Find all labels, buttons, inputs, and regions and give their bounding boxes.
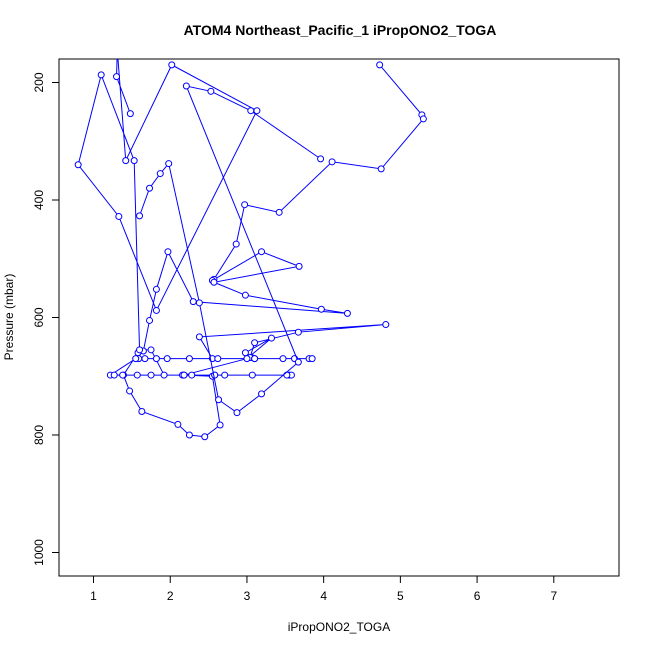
data-point: [317, 155, 325, 163]
x-tick-label: 2: [167, 589, 174, 603]
data-point: [377, 165, 385, 173]
x-axis: 1 2 3 4 5 6 7: [90, 576, 557, 603]
series-group: [74, 47, 427, 441]
x-tick-label: 5: [397, 589, 404, 603]
data-point: [207, 87, 215, 95]
data-point: [189, 298, 197, 306]
data-point: [136, 346, 144, 354]
data-point: [152, 306, 160, 314]
data-point: [328, 158, 336, 166]
series-2: [136, 82, 325, 417]
data-point: [419, 115, 427, 123]
data-point: [221, 371, 229, 379]
data-point: [147, 371, 155, 379]
data-point: [180, 371, 188, 379]
data-point: [308, 355, 316, 363]
data-point: [343, 309, 351, 317]
data-point: [185, 431, 193, 439]
data-point: [201, 433, 209, 441]
data-point: [74, 161, 82, 169]
x-tick-label: 7: [550, 589, 557, 603]
data-point: [163, 355, 171, 363]
data-point: [115, 212, 123, 220]
data-point: [376, 61, 384, 69]
data-point: [164, 248, 172, 256]
data-point: [241, 291, 249, 299]
x-tick-label: 6: [474, 589, 481, 603]
data-point: [174, 420, 182, 428]
x-axis-label: iPropONO2_TOGA: [288, 620, 390, 634]
data-point: [258, 248, 266, 256]
data-point: [146, 184, 154, 192]
data-point: [138, 408, 146, 415]
data-point: [156, 170, 164, 178]
y-tick-label: 1000: [32, 539, 46, 566]
data-point: [253, 107, 261, 115]
data-point: [317, 305, 325, 313]
data-point: [182, 82, 190, 90]
data-point: [188, 371, 196, 379]
data-point: [97, 71, 105, 79]
plot-frame: [58, 58, 620, 577]
data-point: [114, 47, 120, 53]
data-point: [214, 355, 222, 363]
data-point: [216, 421, 224, 429]
data-point: [130, 157, 138, 165]
data-point: [258, 390, 266, 398]
data-point: [279, 355, 287, 363]
data-point: [232, 240, 240, 248]
y-tick-label: 600: [32, 307, 46, 327]
y-tick-label: 800: [32, 425, 46, 445]
data-point: [215, 396, 223, 404]
x-tick-label: 1: [90, 589, 97, 603]
y-axis: 200 400 600 800 1000: [32, 72, 59, 566]
data-point: [152, 355, 160, 363]
data-point: [267, 334, 275, 342]
y-axis-label: Pressure (mbar): [2, 274, 16, 361]
data-point: [295, 262, 303, 270]
y-tick-label: 400: [32, 190, 46, 210]
data-point: [382, 321, 390, 329]
data-point: [152, 285, 160, 293]
data-point: [126, 110, 134, 118]
data-point: [251, 339, 259, 347]
data-point: [132, 355, 140, 363]
chart-title: ATOM4 Northeast_Pacific_1 iPropONO2_TOGA: [184, 22, 497, 38]
data-point: [294, 328, 302, 336]
data-point: [126, 387, 134, 395]
data-point: [211, 371, 219, 379]
data-point: [110, 371, 118, 379]
data-point: [241, 201, 249, 209]
data-point: [195, 333, 203, 341]
data-point: [241, 349, 249, 357]
data-point: [243, 355, 251, 363]
data-point: [168, 61, 176, 69]
data-point: [119, 371, 127, 379]
data-point: [210, 278, 218, 286]
data-point: [122, 157, 130, 165]
data-point: [248, 371, 256, 379]
data-point: [133, 371, 141, 379]
data-point: [185, 355, 193, 363]
data-point: [160, 371, 168, 379]
data-point: [146, 316, 154, 324]
data-point: [294, 358, 302, 366]
x-tick-label: 4: [320, 589, 327, 603]
data-point: [233, 409, 241, 417]
data-point: [147, 346, 155, 354]
series-1: [74, 47, 427, 441]
data-point: [141, 355, 149, 363]
data-point: [136, 212, 144, 220]
data-point: [283, 371, 291, 379]
x-tick-label: 3: [244, 589, 251, 603]
data-point: [113, 73, 121, 81]
data-point: [247, 107, 255, 115]
data-point: [275, 208, 283, 216]
data-point: [251, 355, 259, 363]
data-point: [165, 160, 173, 168]
y-tick-label: 200: [32, 72, 46, 92]
data-point: [195, 299, 203, 307]
